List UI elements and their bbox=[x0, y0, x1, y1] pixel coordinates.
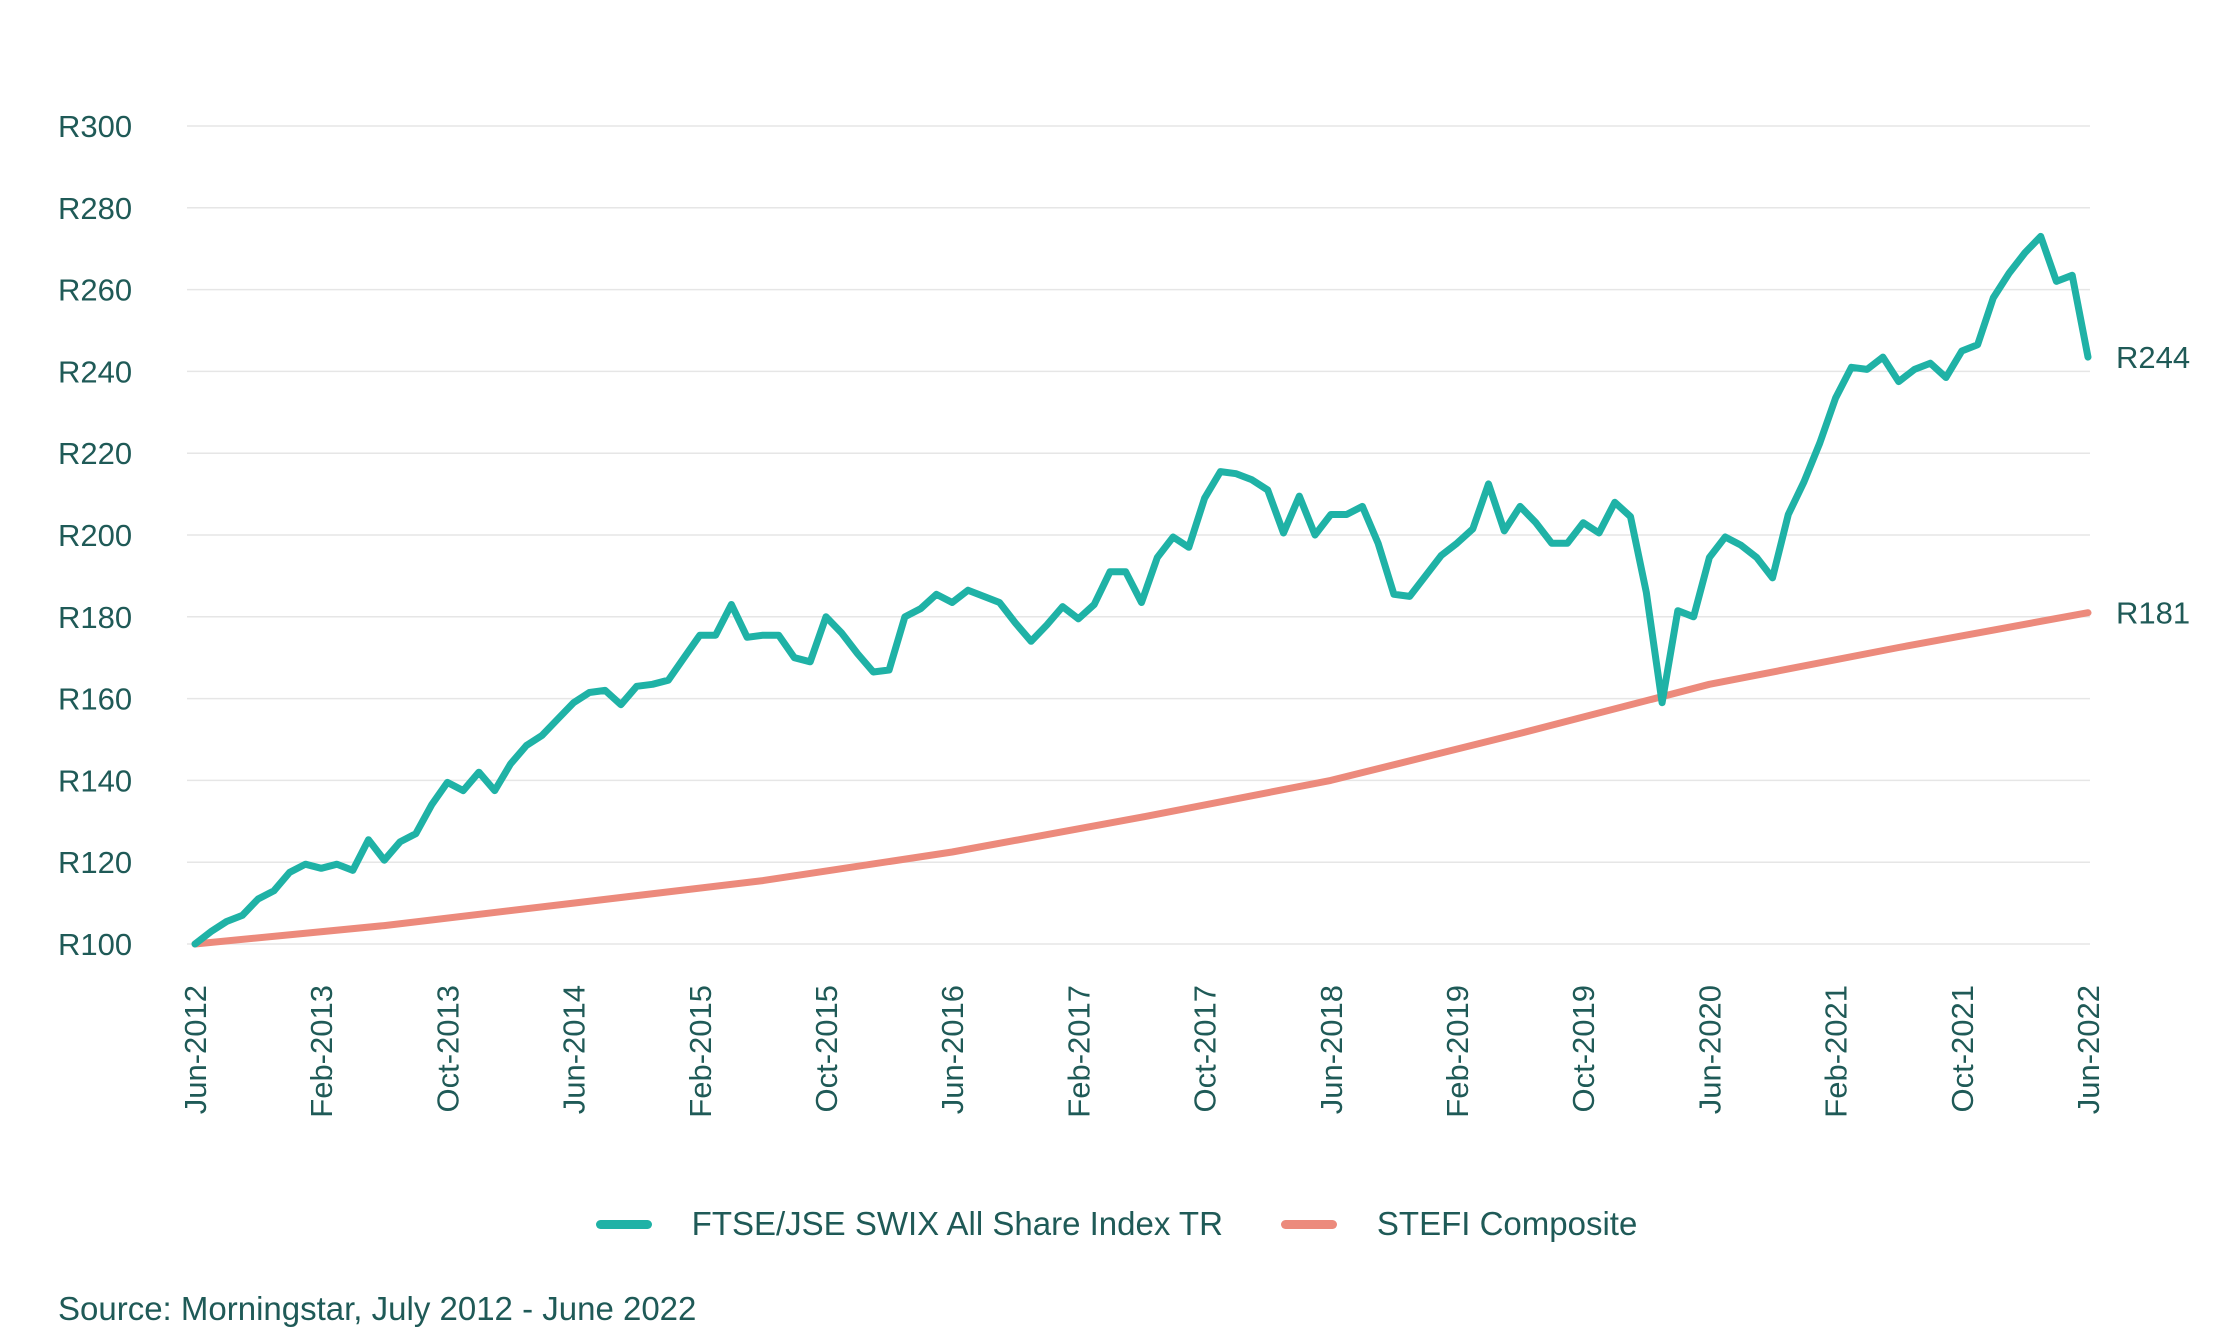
x-tick-label: Jun-2020 bbox=[1692, 985, 1727, 1114]
x-axis-tick-labels: Jun-2012 Feb-2013 Oct-2013 Jun-2014 Feb-2015… bbox=[178, 985, 2106, 1118]
y-tick-label: R120 bbox=[58, 845, 132, 880]
y-tick-label: R180 bbox=[58, 600, 132, 635]
x-tick-label: Oct-2013 bbox=[430, 985, 465, 1113]
x-tick-label: Oct-2019 bbox=[1566, 985, 1601, 1113]
y-tick-label: R240 bbox=[58, 354, 132, 389]
legend-item-swix: FTSE/JSE SWIX All Share Index TR bbox=[595, 1205, 1223, 1243]
legend-label-stefi: STEFI Composite bbox=[1376, 1205, 1638, 1242]
x-tick-label: Jun-2018 bbox=[1314, 985, 1349, 1114]
x-tick-label: Oct-2017 bbox=[1188, 985, 1223, 1113]
x-tick-label: Feb-2019 bbox=[1440, 985, 1475, 1118]
x-tick-label: Feb-2015 bbox=[683, 985, 718, 1118]
legend-swatch-swix bbox=[595, 1219, 652, 1229]
end-value-label-0: R244 bbox=[2116, 340, 2190, 375]
series-line-1 bbox=[191, 609, 2092, 948]
series-lines bbox=[191, 232, 2092, 948]
y-tick-label: R100 bbox=[58, 927, 132, 962]
legend-item-stefi: STEFI Composite bbox=[1280, 1205, 1638, 1243]
y-tick-label: R140 bbox=[58, 763, 132, 798]
x-tick-label: Feb-2021 bbox=[1819, 985, 1854, 1118]
legend-swatch-stefi bbox=[1280, 1219, 1337, 1229]
y-tick-label: R260 bbox=[58, 273, 132, 308]
legend: FTSE/JSE SWIX All Share Index TR STEFI C… bbox=[0, 1205, 2233, 1243]
x-tick-label: Oct-2021 bbox=[1945, 985, 1980, 1113]
x-tick-label: Oct-2015 bbox=[809, 985, 844, 1113]
x-tick-label: Jun-2016 bbox=[935, 985, 970, 1114]
source-note: Source: Morningstar, July 2012 - June 20… bbox=[58, 1290, 697, 1327]
x-tick-label: Jun-2022 bbox=[2071, 985, 2106, 1114]
x-tick-label: Jun-2014 bbox=[557, 985, 592, 1114]
y-axis-tick-labels: R100 R120 R140 R160 R180 R200 R220 R240 R260 R280… bbox=[58, 109, 132, 962]
y-tick-label: R220 bbox=[58, 436, 132, 471]
y-tick-label: R160 bbox=[58, 682, 132, 717]
x-tick-label: Feb-2017 bbox=[1061, 985, 1096, 1118]
x-tick-label: Jun-2012 bbox=[178, 985, 213, 1114]
y-tick-label: R300 bbox=[58, 109, 132, 144]
series-line-0 bbox=[191, 232, 2092, 948]
line-chart: R100 R120 R140 R160 R180 R200 R220 R240 R260 R280… bbox=[58, 109, 2190, 1118]
end-value-label-1: R181 bbox=[2116, 596, 2190, 631]
y-tick-label: R200 bbox=[58, 518, 132, 553]
legend-label-swix: FTSE/JSE SWIX All Share Index TR bbox=[691, 1205, 1223, 1242]
end-value-labels: R181 R244 bbox=[2116, 340, 2190, 631]
y-tick-label: R280 bbox=[58, 191, 132, 226]
x-tick-label: Feb-2013 bbox=[304, 985, 339, 1118]
